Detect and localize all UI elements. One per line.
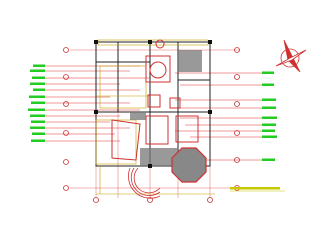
tiled-areas [130, 50, 202, 166]
north-arrow [275, 39, 307, 73]
title-bar [230, 187, 280, 190]
leader-lines [45, 65, 262, 161]
columns [94, 40, 212, 168]
red-rooms [111, 39, 199, 161]
octagonal-bay [171, 147, 207, 183]
steps [128, 167, 161, 199]
floor-plan-drawing [0, 0, 330, 217]
labels [28, 64, 277, 161]
background [0, 0, 330, 217]
